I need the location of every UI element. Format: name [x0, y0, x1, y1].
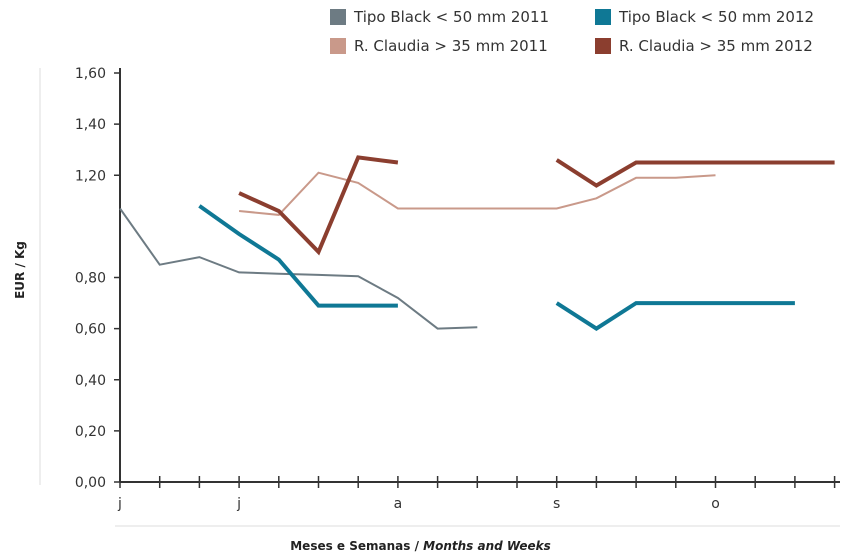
y-tick-label: 0,00: [75, 475, 106, 491]
y-tick-label: 0,60: [75, 322, 106, 338]
legend-label: Tipo Black < 50 mm 2012: [619, 8, 815, 26]
series-line-3-b: [555, 158, 835, 188]
y-tick-label: 0,80: [75, 271, 106, 287]
y-axis-label: EUR / Kg: [13, 241, 27, 299]
legend-swatch: [595, 38, 611, 54]
series-line-0: [119, 207, 478, 330]
legend-label: R. Claudia > 35 mm 2012: [619, 37, 813, 55]
x-month-label: s: [553, 496, 560, 512]
legend-swatch: [330, 38, 346, 54]
series-line-1-b: [555, 301, 795, 331]
series-line-3: [238, 155, 399, 256]
legend-item-black-2012: Tipo Black < 50 mm 2012: [595, 8, 814, 26]
x-axis-label-italic: Months and Weeks: [423, 539, 551, 553]
legend-swatch: [330, 9, 346, 25]
y-tick-label: 1,60: [75, 66, 106, 82]
y-tick-label: 0,20: [75, 424, 106, 440]
x-month-label: j: [117, 496, 122, 512]
series-line-2: [239, 171, 716, 216]
y-tick-label: 1,20: [75, 168, 106, 184]
x-month-label: j: [236, 496, 241, 512]
y-tick-label: 1,40: [75, 117, 106, 133]
x-month-label: o: [711, 496, 720, 512]
legend-label: R. Claudia > 35 mm 2011: [354, 37, 548, 55]
legend-item-claudia-2012: R. Claudia > 35 mm 2012: [595, 37, 813, 55]
x-axis-label-main: Meses e Semanas /: [290, 539, 424, 553]
legend-swatch: [595, 9, 611, 25]
legend-item-claudia-2011: R. Claudia > 35 mm 2011: [330, 37, 548, 55]
series-line-1: [198, 204, 398, 308]
legend-item-black-2011: Tipo Black < 50 mm 2011: [330, 8, 549, 26]
x-axis-label: Meses e Semanas / Months and Weeks: [0, 539, 841, 553]
y-tick-label: 0,40: [75, 373, 106, 389]
legend-label: Tipo Black < 50 mm 2011: [354, 8, 550, 26]
x-month-label: a: [394, 496, 403, 512]
